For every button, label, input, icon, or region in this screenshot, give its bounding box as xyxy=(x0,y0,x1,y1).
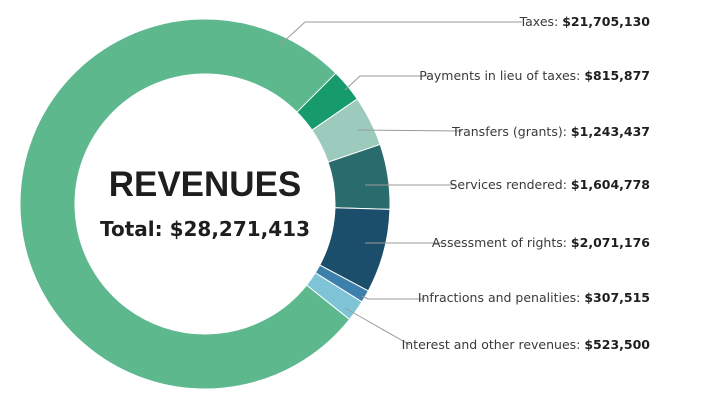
slice-label-name: Services rendered: xyxy=(449,177,570,192)
leader-line xyxy=(361,295,425,300)
leader-line xyxy=(279,21,522,46)
slice-label: Infractions and penalities: $307,515 xyxy=(418,290,650,305)
slice-labels: Payments in lieu of taxes: $815,877 Trans… xyxy=(402,14,651,352)
leader-line xyxy=(357,129,463,132)
slice-label: Transfers (grants): $1,243,437 xyxy=(451,124,650,139)
slice-label: Payments in lieu of taxes: $815,877 xyxy=(419,68,650,83)
slice-label-name: Infractions and penalities: xyxy=(418,290,585,305)
slice-label: Interest and other revenues: $523,500 xyxy=(402,337,651,352)
slice-label: Taxes: $21,705,130 xyxy=(519,14,651,29)
slice-label-value: $21,705,130 xyxy=(562,14,650,29)
slice-label: Services rendered: $1,604,778 xyxy=(449,177,650,192)
slice-label-name: Payments in lieu of taxes: xyxy=(419,68,584,83)
slice-label-value: $307,515 xyxy=(584,290,650,305)
donut-slices xyxy=(19,18,391,390)
leader-line xyxy=(344,307,411,346)
leader-line xyxy=(344,75,430,91)
slice-label: Assessment of rights: $2,071,176 xyxy=(432,235,650,250)
slice-label-name: Taxes: xyxy=(519,14,563,29)
slice-label-value: $2,071,176 xyxy=(571,235,650,250)
donut-slice xyxy=(19,18,351,390)
slice-label-value: $523,500 xyxy=(584,337,650,352)
chart-subtitle: Total: $28,271,413 xyxy=(100,217,310,241)
slice-label-value: $1,243,437 xyxy=(571,124,650,139)
leader-lines xyxy=(279,21,522,346)
slice-label-name: Assessment of rights: xyxy=(432,235,571,250)
slice-label-value: $1,604,778 xyxy=(571,177,650,192)
chart-title: REVENUES xyxy=(109,165,302,204)
slice-label-value: $815,877 xyxy=(584,68,650,83)
slice-label-name: Transfers (grants): xyxy=(451,124,571,139)
slice-label-name: Interest and other revenues: xyxy=(402,337,585,352)
